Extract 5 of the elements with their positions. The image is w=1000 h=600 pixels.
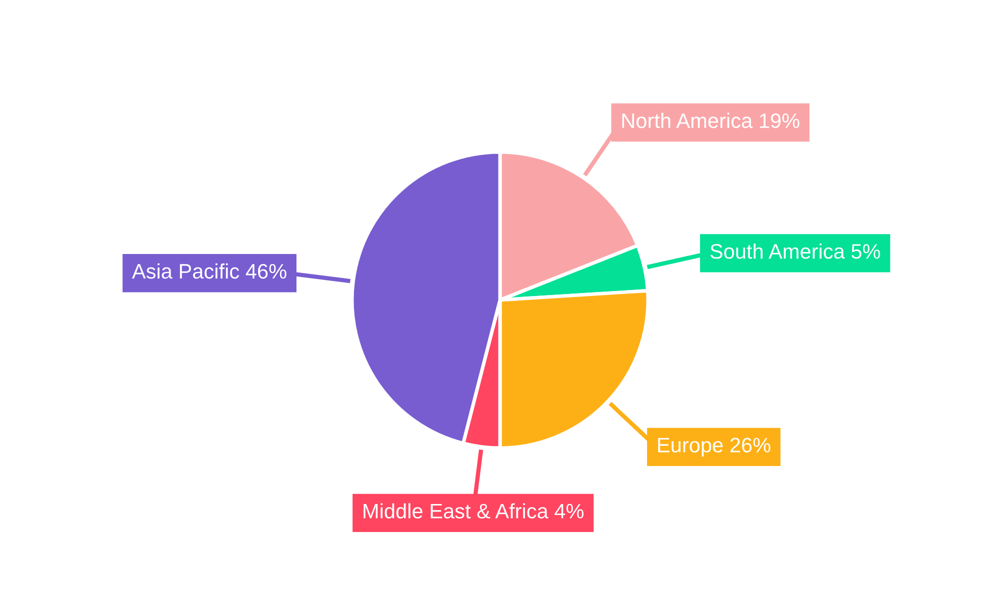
slice-label: Middle East & Africa 4% [364,503,584,518]
slice-label: North America 19% [622,112,800,128]
slice-label: Europe 26% [658,438,770,457]
slice-label: Asia Pacific 46% [132,263,286,279]
slice-label: South America 5% [710,243,880,259]
